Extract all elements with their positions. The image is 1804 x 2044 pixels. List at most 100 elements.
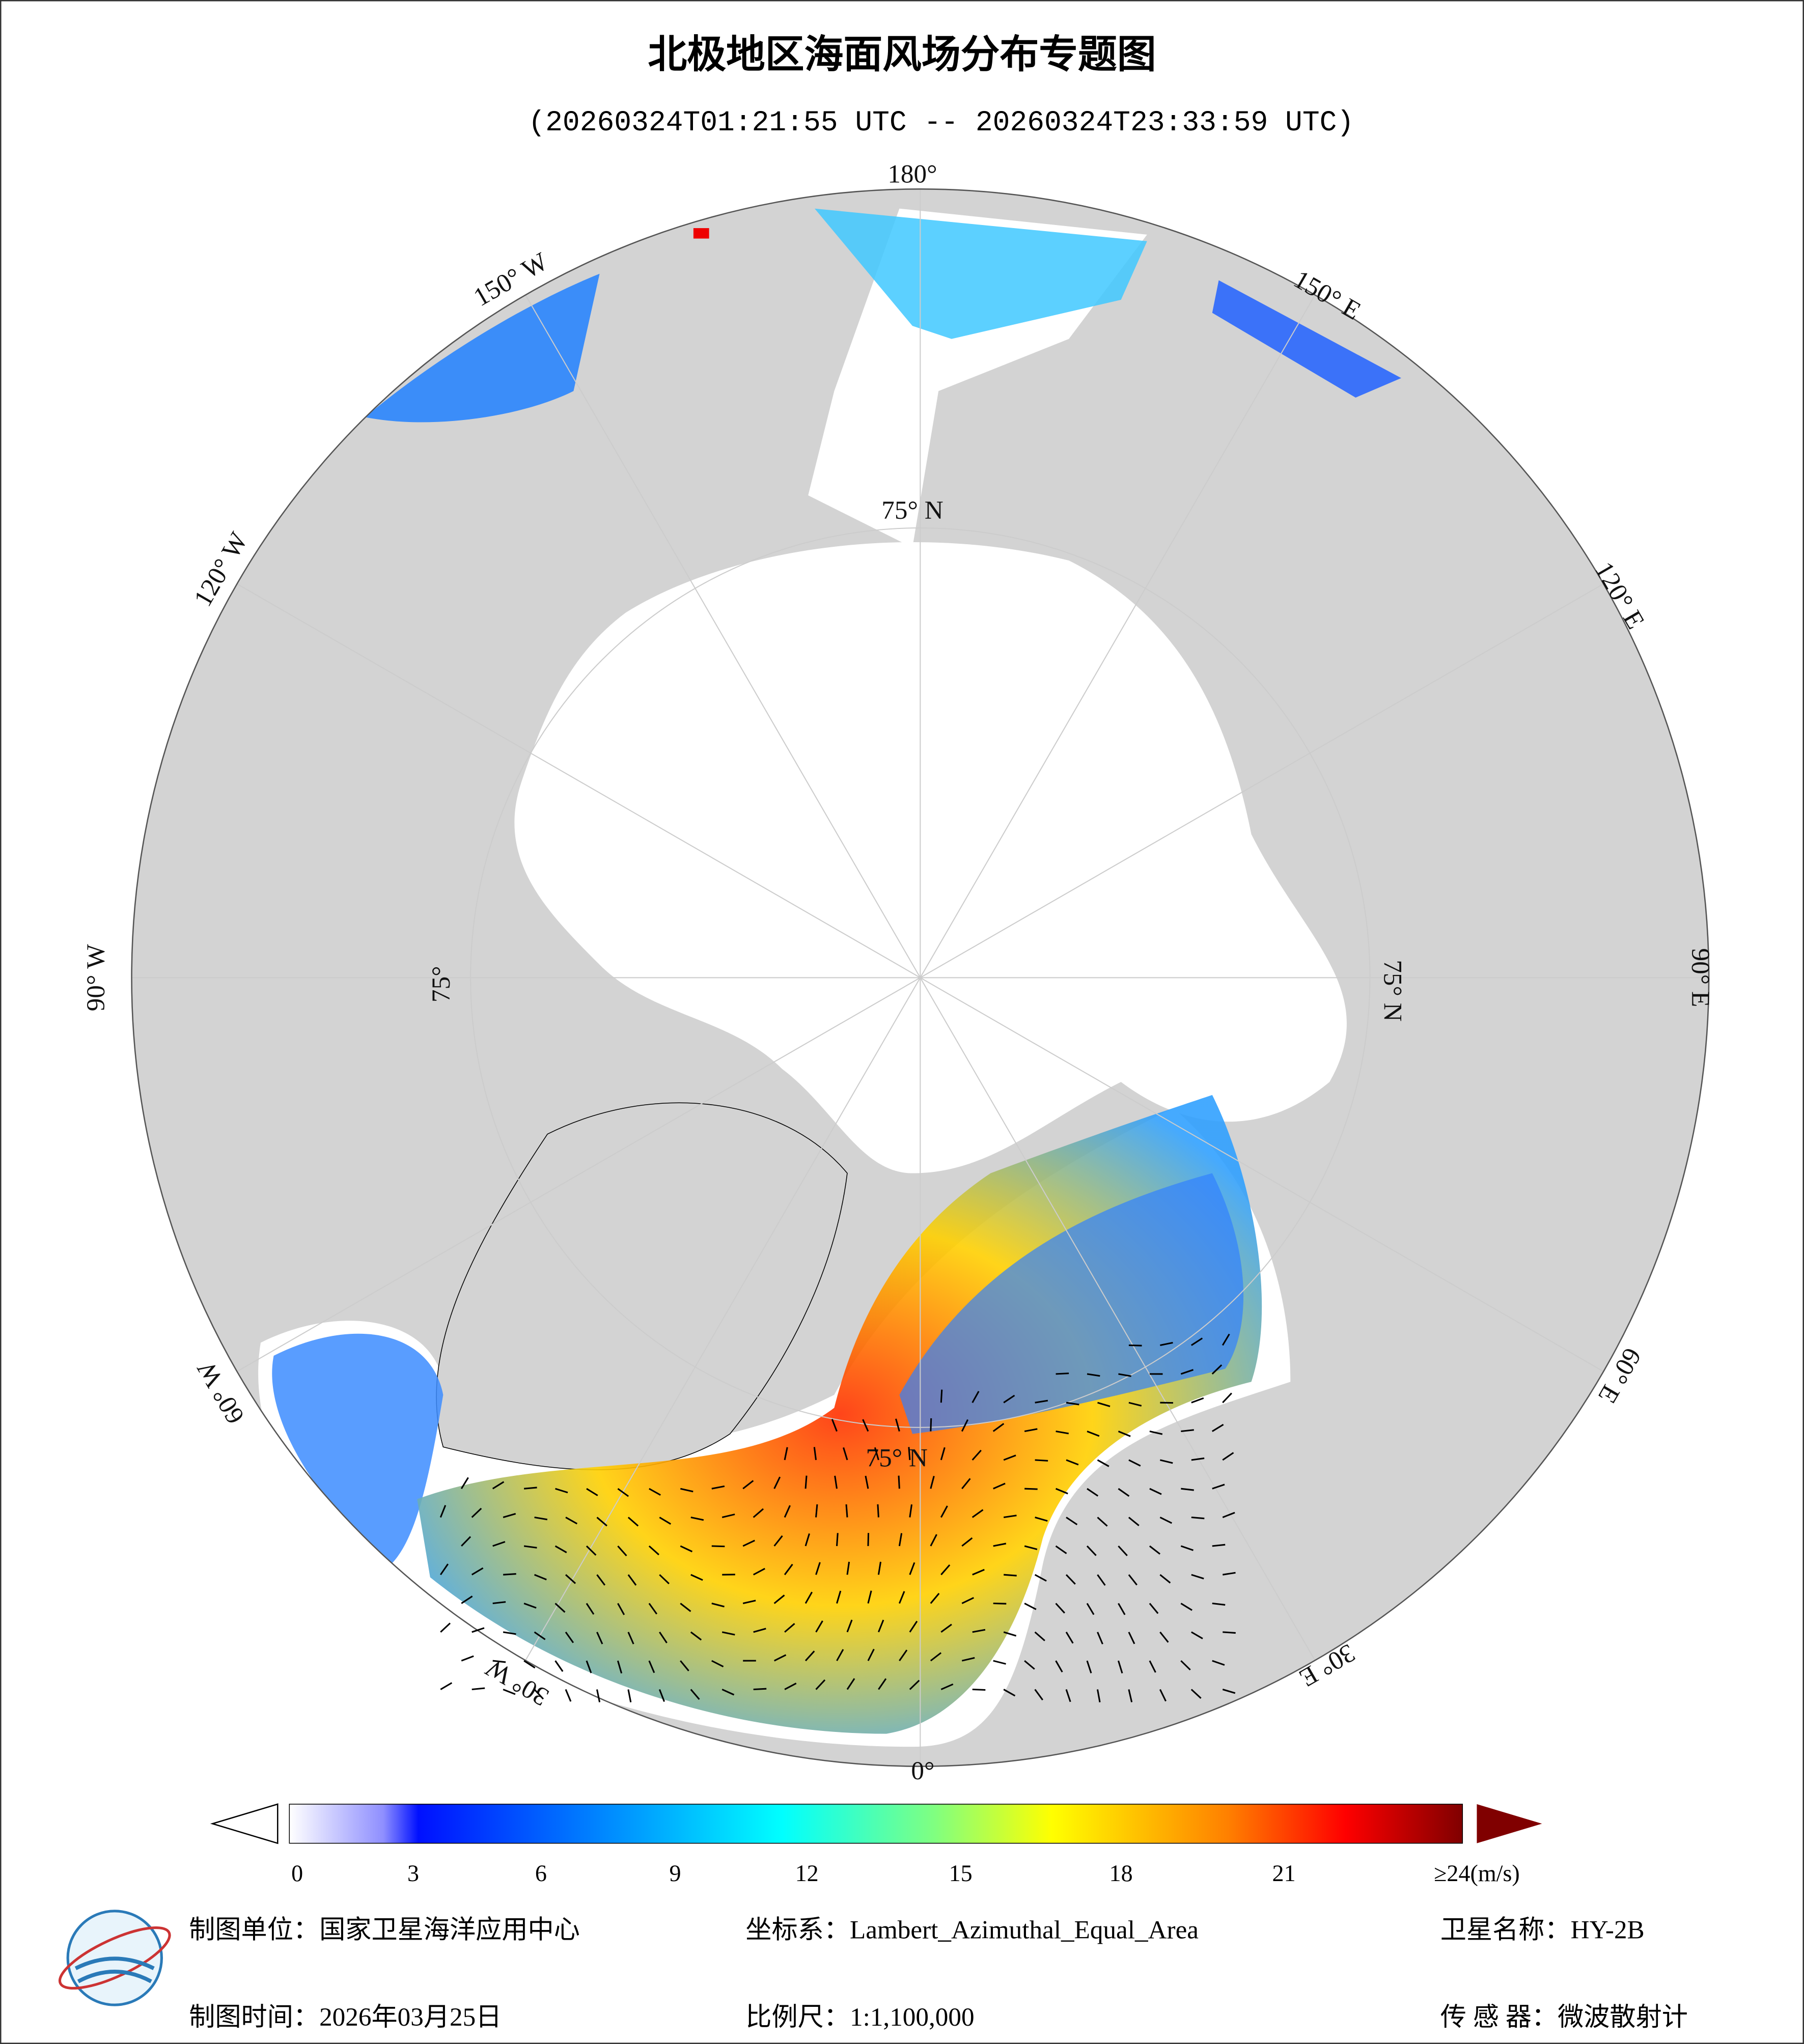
wind-arrow: [648, 1545, 659, 1556]
footer-unit: 制图单位：国家卫星海洋应用中心: [189, 1916, 580, 1945]
wind-arrow: [867, 1648, 875, 1661]
colorbar-max-arrow: [1477, 1804, 1542, 1843]
wind-arrow: [1097, 1517, 1108, 1527]
wind-arrow: [690, 1574, 703, 1581]
wind-arrow: [1086, 1603, 1095, 1615]
wind-arrow: [1222, 1392, 1232, 1404]
wind-arrow: [1180, 1603, 1192, 1611]
wind-arrow: [1035, 1459, 1048, 1462]
colorbar-tick-label: 0: [291, 1860, 303, 1886]
wind-arrow: [711, 1603, 725, 1608]
latitude-label: 75° N: [881, 496, 943, 525]
wind-arrow: [627, 1632, 634, 1644]
wind-arrow: [773, 1594, 785, 1604]
colorbar-tick-label: 15: [949, 1860, 973, 1886]
wind-arrow: [492, 1541, 506, 1547]
wind-arrow: [440, 1563, 449, 1576]
wind-arrow: [784, 1505, 791, 1518]
wind-arrow: [753, 1508, 764, 1518]
wind-arrow: [993, 1543, 1007, 1547]
wind-arrow: [534, 1689, 544, 1700]
wind-arrow: [1086, 1660, 1092, 1673]
wind-field: [1212, 280, 1401, 398]
map-border: [131, 188, 1710, 1767]
wind-arrow: [461, 1655, 474, 1662]
wind-arrow: [909, 1620, 918, 1633]
wind-arrow: [1118, 1488, 1130, 1497]
wind-arrow: [784, 1563, 793, 1576]
wind-arrow: [1024, 1428, 1038, 1433]
wind-arrow: [1024, 1545, 1038, 1550]
wind-arrow: [440, 1682, 453, 1690]
wind-arrow: [565, 1631, 574, 1643]
wind-arrow: [1034, 1574, 1047, 1582]
wind-arrow: [627, 1517, 639, 1527]
wind-arrow: [659, 1517, 672, 1525]
wind-arrow: [1117, 1660, 1123, 1674]
wind-arrow: [909, 1679, 920, 1690]
wind-arrow: [993, 1660, 1006, 1665]
wind-field: [693, 228, 709, 239]
footer-scale: 比例尺：1:1,100,000: [745, 2003, 974, 2032]
wind-arrow: [1055, 1545, 1067, 1554]
wind-arrow: [972, 1509, 984, 1518]
wind-arrow: [680, 1545, 693, 1553]
wind-arrow: [961, 1657, 975, 1662]
wind-arrow: [1003, 1394, 1015, 1404]
map: [131, 189, 1709, 1767]
wind-arrows: [439, 1333, 1236, 1702]
wind-arrow: [846, 1619, 853, 1633]
wind-arrow: [1159, 1631, 1169, 1643]
wind-arrow: [1180, 1545, 1194, 1551]
wind-arrow: [596, 1632, 603, 1644]
wind-arrow: [1159, 1517, 1173, 1524]
wind-arrow: [1087, 1431, 1100, 1437]
wind-arrow: [690, 1517, 704, 1521]
wind-arrow: [1212, 1602, 1226, 1606]
wind-field: [272, 1333, 443, 1564]
wind-arrow: [898, 1533, 903, 1547]
wind-arrow: [773, 1654, 787, 1662]
wind-field: [899, 1173, 1244, 1434]
wind-arrow: [831, 1419, 838, 1432]
wind-arrow: [1086, 1545, 1097, 1556]
arctic-ocean: [514, 542, 1347, 1173]
wind-arrow: [1212, 1544, 1226, 1547]
wind-arrow: [1024, 1603, 1037, 1610]
wind-arrow: [1149, 1488, 1162, 1495]
wind-arrow: [930, 1652, 942, 1662]
wind-arrow: [1128, 1632, 1135, 1644]
wind-arrow: [1181, 1488, 1194, 1491]
wind-arrow: [471, 1627, 485, 1633]
wind-arrow: [940, 1564, 951, 1576]
wind-arrow: [1128, 1517, 1140, 1526]
wind-arrow: [961, 1537, 973, 1547]
wind-arrow: [899, 1649, 908, 1662]
wind-arrow: [1097, 1574, 1106, 1586]
wind-arrow: [1128, 1402, 1142, 1407]
wind-arrow: [503, 1513, 516, 1518]
wind-arrow: [784, 1683, 797, 1690]
wind-arrow: [834, 1475, 838, 1489]
wind-arrow: [565, 1689, 572, 1702]
wind-arrow: [627, 1574, 637, 1586]
wind-arrow: [523, 1660, 536, 1669]
wind-arrow: [1097, 1632, 1103, 1645]
wind-arrow: [1160, 1341, 1173, 1347]
wind-arrow: [813, 1447, 817, 1461]
wind-arrow: [877, 1504, 879, 1518]
wind-arrow: [1191, 1574, 1204, 1580]
wind-arrow: [742, 1480, 754, 1490]
wind-arrow: [554, 1545, 567, 1553]
wind-arrow: [878, 1678, 887, 1690]
wind-arrow: [503, 1631, 516, 1635]
wind-arrow: [1087, 1488, 1099, 1497]
wind-arrow: [867, 1533, 870, 1546]
longitude-label: 90° E: [1686, 948, 1715, 1007]
wind-arrow: [843, 1447, 848, 1461]
wind-arrow: [659, 1632, 668, 1643]
wind-arrow: [1034, 1689, 1043, 1701]
wind-arrow: [940, 1447, 946, 1461]
wind-arrow: [711, 1660, 724, 1668]
